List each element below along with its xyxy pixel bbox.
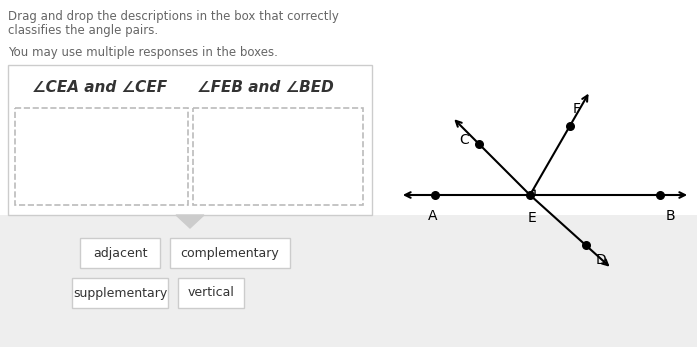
- Point: [473, 141, 484, 147]
- Text: complementary: complementary: [181, 246, 279, 260]
- Text: F: F: [573, 102, 581, 116]
- Text: vertical: vertical: [187, 287, 234, 299]
- Text: adjacent: adjacent: [93, 246, 147, 260]
- Polygon shape: [176, 215, 204, 228]
- Text: classifies the angle pairs.: classifies the angle pairs.: [8, 24, 158, 37]
- Bar: [72, 278, 168, 308]
- Text: D: D: [596, 253, 606, 267]
- Bar: [193, 108, 363, 205]
- Text: ∠CEA and ∠CEF: ∠CEA and ∠CEF: [33, 80, 167, 95]
- Point: [429, 192, 441, 198]
- Bar: [170, 238, 290, 268]
- Point: [524, 192, 535, 198]
- Bar: [0, 215, 697, 347]
- Bar: [178, 278, 244, 308]
- Bar: [8, 65, 372, 215]
- Text: supplementary: supplementary: [73, 287, 167, 299]
- Text: B: B: [665, 209, 675, 223]
- Point: [580, 243, 591, 248]
- Text: Drag and drop the descriptions in the box that correctly: Drag and drop the descriptions in the bo…: [8, 10, 339, 23]
- Bar: [15, 108, 188, 205]
- Text: A: A: [428, 209, 438, 223]
- Point: [654, 192, 666, 198]
- Text: E: E: [528, 211, 537, 225]
- Bar: [80, 238, 160, 268]
- Point: [565, 123, 576, 128]
- Text: You may use multiple responses in the boxes.: You may use multiple responses in the bo…: [8, 46, 278, 59]
- Text: C: C: [459, 133, 469, 147]
- Text: ∠FEB and ∠BED: ∠FEB and ∠BED: [197, 80, 333, 95]
